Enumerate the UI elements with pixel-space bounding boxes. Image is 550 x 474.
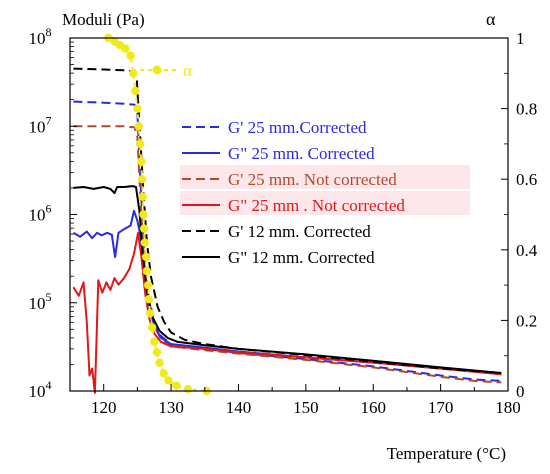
alpha-legend-label: α xyxy=(183,61,192,80)
y-left-tick-label: 106 xyxy=(29,202,52,225)
alpha-point xyxy=(142,266,151,276)
y-right-tick-label: 0 xyxy=(516,382,525,401)
alpha-point xyxy=(138,192,147,201)
y-right-tick-label: 1 xyxy=(516,29,525,48)
alpha-point xyxy=(141,252,151,262)
left-axis-title: Moduli (Pa) xyxy=(62,10,145,29)
alpha-point xyxy=(183,385,193,394)
axes-layer: 120 130 140 150 160 170 180 104 105 106 107 108 0 0.2… xyxy=(29,25,538,417)
alpha-point xyxy=(139,210,148,219)
y-right-tick-label: 0.2 xyxy=(516,311,537,330)
alpha-point xyxy=(121,44,130,53)
legend-label: G' 25 mm. Not corrected xyxy=(228,170,397,189)
alpha-point xyxy=(139,224,149,233)
alpha-point xyxy=(140,238,149,247)
x-tick-label: 150 xyxy=(293,398,319,417)
x-tick-label: 180 xyxy=(495,398,521,417)
alpha-point xyxy=(172,381,181,390)
alpha-point xyxy=(135,139,145,149)
x-tick-label: 120 xyxy=(91,398,117,417)
x-tick-label: 170 xyxy=(428,398,454,417)
legend-label: G' 25 mm.Corrected xyxy=(228,118,367,137)
legend-label: G" 25 mm . Not corrected xyxy=(228,196,405,215)
legend-label: G" 25 mm. Corrected xyxy=(228,144,375,163)
y-left-tick-label: 105 xyxy=(29,290,52,313)
alpha-point xyxy=(133,104,142,113)
x-tick-label: 160 xyxy=(360,398,386,417)
alpha-point xyxy=(131,86,140,96)
y-left-tick-label: 107 xyxy=(29,113,52,136)
alpha-point xyxy=(144,280,153,290)
alpha-point xyxy=(148,323,157,332)
y-right-tick-label: 0.4 xyxy=(516,241,538,260)
alpha-point xyxy=(152,348,162,357)
alpha-point xyxy=(137,157,146,166)
right-axis-title: α xyxy=(486,9,496,29)
legend-label: G' 12 mm. Corrected xyxy=(228,222,371,241)
x-axis-label: Temperature (°C) xyxy=(387,444,506,463)
alpha-point xyxy=(150,337,159,346)
series-line-3 xyxy=(72,231,502,394)
y-left-tick-label: 108 xyxy=(29,25,52,48)
legend: G' 25 mm.Corrected G" 25 mm. Corrected G' … xyxy=(180,118,470,267)
alpha-point xyxy=(164,376,173,385)
x-tick-label: 130 xyxy=(158,398,184,417)
legend-highlight xyxy=(180,165,470,189)
alpha-point xyxy=(126,51,135,60)
alpha-point xyxy=(146,309,155,318)
alpha-legend-marker xyxy=(152,65,162,75)
y-left-tick-label: 104 xyxy=(29,378,52,401)
x-tick-label: 140 xyxy=(226,398,252,417)
y-right-tick-label: 0.6 xyxy=(516,170,537,189)
legend-label: G" 12 mm. Corrected xyxy=(228,248,375,267)
legend-highlight xyxy=(180,191,470,215)
alpha-point xyxy=(137,175,147,184)
alpha-point xyxy=(159,369,168,378)
alpha-point xyxy=(129,69,138,78)
y-right-tick-label: 0.8 xyxy=(516,100,537,119)
alpha-point xyxy=(134,122,143,131)
alpha-point xyxy=(155,358,164,367)
alpha-layer xyxy=(104,33,211,396)
alpha-point xyxy=(144,295,153,304)
